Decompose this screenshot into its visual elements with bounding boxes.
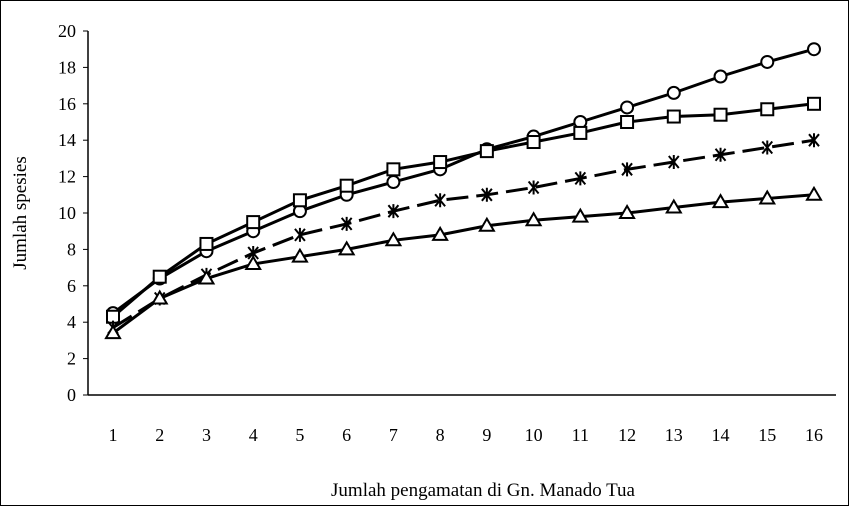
data-point-square	[807, 96, 821, 111]
x-tick-label: 8	[436, 425, 445, 445]
x-axis-label: Jumlah pengamatan di Gn. Manado Tua	[331, 480, 636, 501]
data-point-star	[761, 140, 774, 155]
y-tick-label: 20	[58, 21, 76, 41]
data-point-square	[620, 115, 635, 129]
data-point-triangle	[431, 225, 449, 241]
data-point-star	[481, 187, 493, 202]
y-tick-label: 12	[58, 167, 76, 187]
x-tick-label: 10	[525, 425, 543, 445]
x-tick-label: 14	[712, 425, 730, 445]
data-point-triangle	[711, 193, 730, 209]
data-point-square	[292, 193, 307, 208]
data-point-square	[713, 107, 728, 122]
series-line-circle	[112, 47, 815, 315]
x-tick-label: 9	[482, 425, 491, 445]
series-group	[104, 42, 823, 340]
data-point-square	[386, 162, 401, 177]
x-tick-label: 13	[665, 425, 683, 445]
data-point-star	[574, 171, 587, 186]
data-point-triangle	[665, 198, 683, 214]
data-point-triangle	[524, 211, 543, 227]
data-point-star	[808, 133, 820, 148]
y-axis-label: Jumlah spesies	[10, 156, 31, 269]
x-tick-label: 3	[202, 425, 211, 445]
data-point-triangle	[337, 240, 356, 256]
data-point-square	[433, 155, 448, 170]
data-point-square	[573, 125, 588, 140]
data-point-triangle	[571, 207, 590, 223]
data-point-triangle	[244, 254, 262, 270]
data-point-triangle	[478, 216, 496, 232]
x-tick-label: 2	[155, 425, 164, 445]
data-point-square	[339, 178, 354, 193]
data-point-triangle	[618, 204, 636, 219]
y-tick-label: 14	[58, 130, 76, 150]
data-point-triangle	[291, 247, 309, 263]
data-point-triangle	[384, 231, 403, 247]
data-point-star	[294, 227, 306, 242]
x-tick-label: 16	[805, 425, 823, 445]
y-tick-label: 8	[67, 239, 76, 259]
x-tick-label: 6	[342, 425, 351, 445]
data-point-circle	[760, 54, 775, 69]
x-tick-label: 7	[389, 425, 398, 445]
data-point-circle	[713, 69, 728, 84]
y-tick-label: 2	[67, 349, 76, 369]
series-line-square	[112, 102, 815, 318]
data-point-star	[340, 216, 353, 231]
y-tick-label: 16	[58, 94, 76, 114]
data-point-triangle	[805, 185, 823, 201]
data-point-star	[527, 180, 540, 195]
x-tick-label: 4	[249, 425, 258, 445]
data-point-star	[434, 193, 446, 208]
data-point-circle	[386, 175, 401, 190]
y-tick-label: 6	[67, 276, 76, 296]
data-point-square	[199, 236, 214, 251]
y-tick-label: 4	[67, 312, 76, 332]
data-point-triangle	[150, 289, 169, 305]
y-tick-label: 10	[58, 203, 76, 223]
data-point-star	[621, 162, 633, 177]
data-point-square	[479, 144, 494, 159]
data-point-circle	[620, 100, 635, 115]
data-point-square	[526, 135, 541, 150]
y-tick-label: 18	[58, 57, 76, 77]
data-point-circle	[807, 42, 821, 57]
data-point-star	[714, 147, 727, 162]
data-point-circle	[666, 85, 681, 100]
data-point-square	[152, 269, 167, 284]
data-point-star	[668, 155, 680, 170]
y-tick-label: 0	[67, 385, 76, 405]
x-tick-label: 12	[618, 425, 636, 445]
data-point-triangle	[758, 189, 777, 205]
x-tick-label: 1	[109, 425, 118, 445]
x-tick-label: 11	[572, 425, 589, 445]
series-line-star	[112, 138, 815, 329]
data-point-star	[387, 204, 400, 219]
x-tick-label: 15	[758, 425, 776, 445]
x-tick-label: 5	[295, 425, 304, 445]
data-point-triangle	[197, 269, 216, 285]
data-point-square	[246, 215, 261, 230]
data-point-square	[666, 109, 681, 124]
data-point-square	[760, 102, 775, 117]
data-point-triangle	[104, 324, 122, 340]
series-line-triangle	[112, 193, 815, 335]
